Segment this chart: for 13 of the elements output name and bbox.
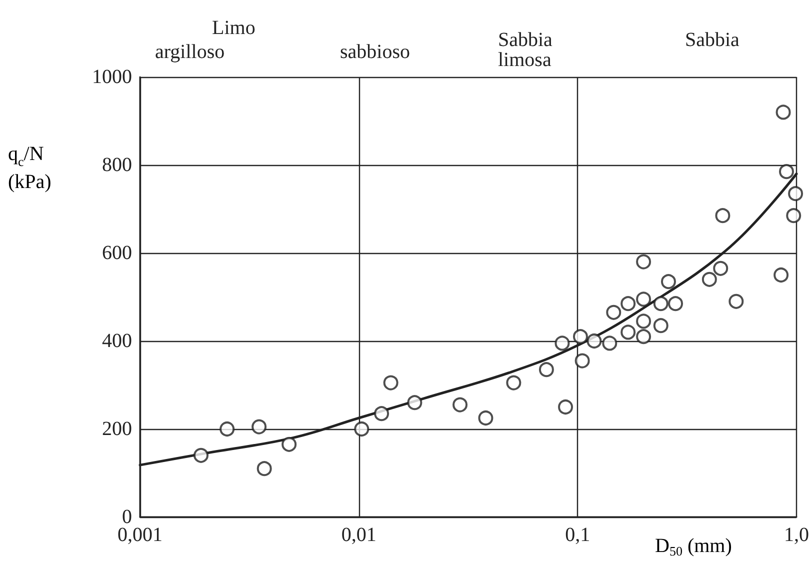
y-tick-label: 800 <box>102 154 132 176</box>
y-tick-label: 1000 <box>92 66 132 88</box>
text: Sabbia limosa <box>498 29 553 71</box>
x-tick-label: 1,0 <box>784 524 809 546</box>
x-tick-label: 0,01 <box>341 524 376 546</box>
y-tick-label: 600 <box>102 242 132 264</box>
y-tick-label: 400 <box>102 330 132 352</box>
text: argilloso <box>155 41 225 63</box>
x-tick-label: 0,1 <box>565 524 590 546</box>
text: sabbioso <box>340 41 410 63</box>
y-tick-label: 200 <box>102 418 132 440</box>
text: Limo <box>212 17 256 39</box>
text: Sabbia <box>685 29 740 51</box>
